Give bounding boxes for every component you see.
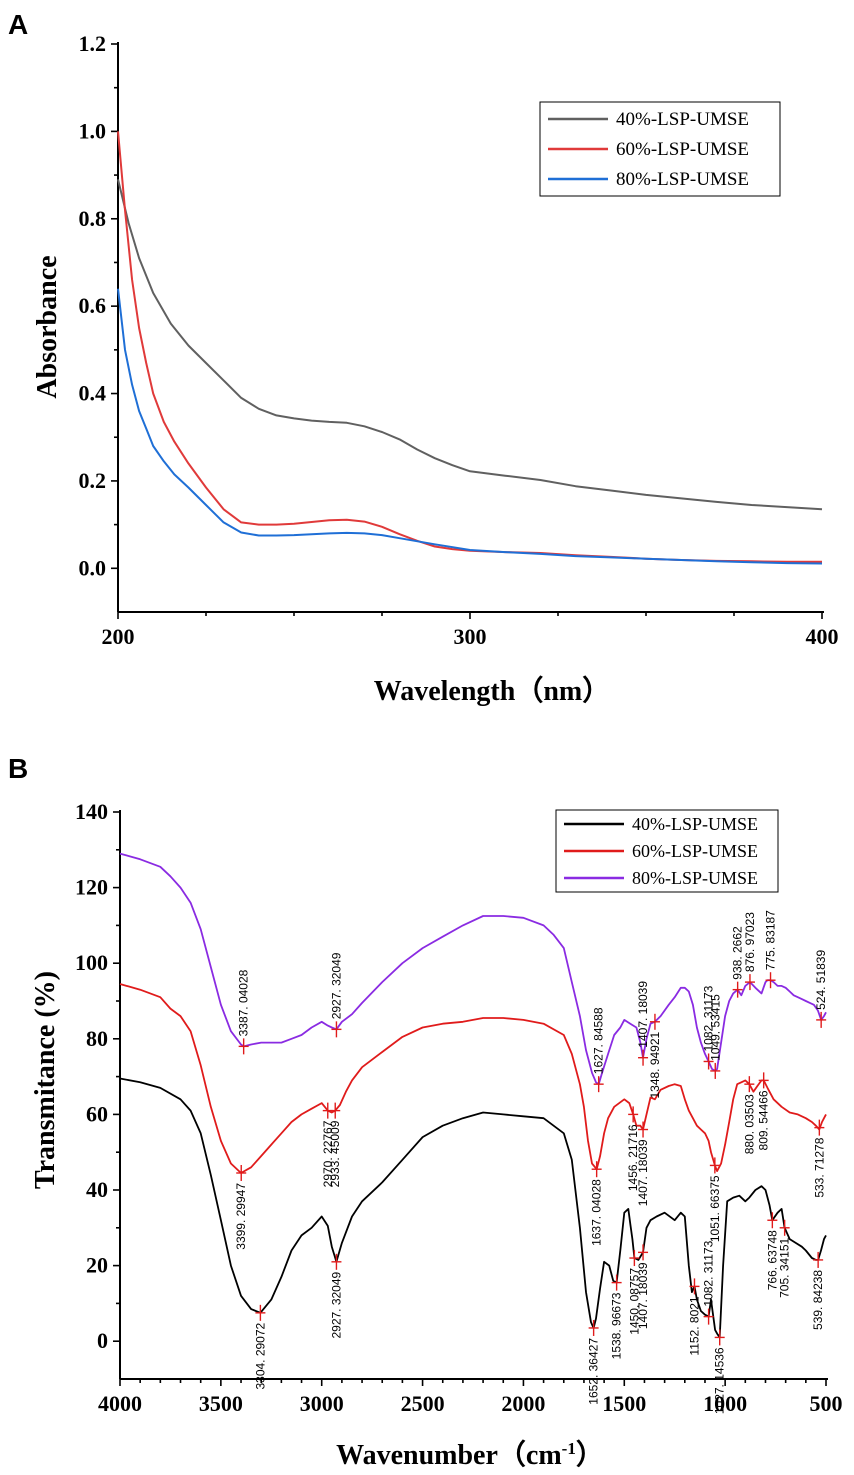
panel-a-y-tick-label: 0.8 — [79, 206, 107, 231]
panel-b-x-tick-label: 4000 — [98, 1391, 142, 1416]
panel-b-y-tick-label: 100 — [75, 950, 108, 975]
panel-b-legend-label: 80%-LSP-UMSE — [632, 868, 758, 888]
panel-a-legend-label: 60%-LSP-UMSE — [616, 139, 749, 160]
peak-label: 3304. 29072 — [253, 1322, 267, 1389]
panel-b-y-tick-label: 40 — [86, 1177, 108, 1202]
peak-label: 766. 63748 — [765, 1230, 779, 1290]
peak-label: 775. 83187 — [764, 910, 778, 970]
panel-a-y-tick-label: 0.6 — [79, 293, 107, 318]
panel-b-x-tick-label: 500 — [810, 1391, 843, 1416]
panel-b-letter: B — [8, 753, 28, 784]
panel-b-ftir-chart: B 0 20 40 60 80 100 120 140 4000 3500 3000 2500 2000… — [8, 753, 843, 1471]
panel-a-letter: A — [8, 9, 28, 40]
panel-b-legend-label: 40%-LSP-UMSE — [632, 814, 758, 834]
panel-a-y-axis-title: Absorbance — [32, 255, 63, 398]
peak-label: 1152. 8021 — [688, 1296, 702, 1355]
panel-b-y-tick-label: 140 — [75, 799, 108, 824]
panel-b-y-tick-label: 0 — [97, 1328, 108, 1353]
panel-b-x-axis-title-main: Wavenumber（cm — [336, 1438, 562, 1471]
peak-label: 938. 2662 — [731, 926, 745, 980]
panel-b-legend: 40%-LSP-UMSE 60%-LSP-UMSE 80%-LSP-UMSE — [555, 809, 779, 893]
peak-label: 2927. 32049 — [329, 952, 343, 1019]
peak-label: 876. 97023 — [743, 912, 757, 972]
panel-b-series-line-60pct-lsp-umse — [119, 983, 827, 1174]
panel-a-axes: 0.0 0.2 0.4 0.6 0.8 1.0 1.2 200 300 400 — [79, 31, 839, 649]
peak-label: 2970. 22767 — [321, 1120, 335, 1187]
panel-a-y-tick-label: 0.4 — [79, 381, 107, 406]
peak-label: 1450. 08757 — [627, 1268, 641, 1335]
panel-b-legend-label: 60%-LSP-UMSE — [632, 841, 758, 861]
panel-a-y-tick-label: 0.2 — [79, 468, 107, 493]
peak-label: 1456. 21716 — [626, 1124, 640, 1191]
panel-b-y-tick-label: 20 — [86, 1253, 108, 1278]
panel-b-x-tick-label: 2000 — [501, 1391, 545, 1416]
panel-b-y-tick-label: 60 — [86, 1101, 108, 1126]
panel-b-y-tick-label: 120 — [75, 875, 108, 900]
peak-label: 1082. 31173 — [702, 1240, 716, 1306]
peak-label: 1051. 66375 — [708, 1175, 722, 1242]
panel-a-series-line-80pct-lsp-umse — [117, 288, 823, 565]
panel-a-legend-label: 40%-LSP-UMSE — [616, 109, 749, 130]
panel-b-axes: 0 20 40 60 80 100 120 140 4000 3500 3000 2500 2000 15… — [75, 799, 843, 1416]
panel-a-y-tick-label: 1.2 — [79, 31, 107, 56]
peak-label: 1049. 53415 — [708, 994, 722, 1061]
panel-b-series — [119, 852, 827, 1339]
peak-label: 809. 54466 — [757, 1090, 771, 1150]
panel-b-x-axis-title-close: ） — [576, 1438, 604, 1471]
panel-a-legend: 40%-LSP-UMSE 60%-LSP-UMSE 80%-LSP-UMSE — [539, 101, 781, 197]
panel-a-legend-label: 80%-LSP-UMSE — [616, 169, 749, 190]
panel-b-x-tick-label: 1000 — [703, 1391, 747, 1416]
peak-label: 3387. 04028 — [237, 969, 251, 1036]
peak-label: 524. 51839 — [814, 950, 828, 1010]
peak-label: 1637. 04028 — [590, 1179, 604, 1246]
peak-label: 705. 34151 — [778, 1237, 792, 1297]
peak-label: 539. 84238 — [811, 1270, 825, 1330]
panel-a-x-tick-label: 400 — [806, 624, 839, 649]
panel-b-peak-annotations: 3387. 04028 2927. 32049 1627. 84588 1407. 1… — [234, 910, 828, 1414]
peak-label: 533. 71278 — [812, 1137, 826, 1197]
panel-a-x-axis-title: Wavelength（nm） — [374, 674, 610, 707]
panel-b-y-tick-label: 80 — [86, 1026, 108, 1051]
peak-label: 1652. 36427 — [587, 1338, 601, 1405]
panel-a-series-line-40pct-lsp-umse — [117, 179, 823, 511]
panel-a-series — [117, 131, 823, 565]
panel-a-y-tick-label: 1.0 — [79, 118, 107, 143]
peak-label: 1348. 94921 — [648, 1031, 662, 1098]
peak-label: 1407. 18039 — [636, 1262, 650, 1329]
panel-a-y-tick-label: 0.0 — [79, 555, 107, 580]
panel-b-x-tick-label: 3000 — [300, 1391, 344, 1416]
panel-b-x-axis-title-superscript: -1 — [562, 1439, 576, 1458]
panel-b-series-line-40pct-lsp-umse — [119, 1077, 827, 1339]
panel-b-x-tick-label: 3500 — [199, 1391, 243, 1416]
peak-label: 880. 03503 — [742, 1094, 756, 1154]
panel-b-x-tick-label: 2500 — [401, 1391, 445, 1416]
peak-label: 1027. 14536 — [713, 1347, 727, 1414]
peak-label: 2927. 32049 — [329, 1271, 343, 1338]
peak-label: 1407. 18039 — [636, 981, 650, 1048]
peak-label: 1538. 96673 — [610, 1292, 624, 1359]
peak-label: 1407. 18039 — [636, 1139, 650, 1206]
panel-a-x-tick-label: 300 — [454, 624, 487, 649]
panel-b-x-tick-label: 1500 — [602, 1391, 646, 1416]
peak-label: 3399. 29947 — [234, 1183, 248, 1250]
peak-label: 1627. 84588 — [592, 1007, 606, 1074]
panel-a-absorbance-chart: A 0.0 0.2 0.4 0.6 0.8 1.0 1.2 200 300 400 40%-LSP… — [8, 9, 839, 707]
panel-b-x-axis-title: Wavenumber（cm-1） — [336, 1438, 604, 1471]
panel-b-y-axis-title: Transmitance (%) — [30, 971, 61, 1189]
panel-a-x-tick-label: 200 — [102, 624, 135, 649]
peak-label: 2933. 45009 — [328, 1120, 342, 1187]
peak-label: 1082. 31173 — [702, 985, 716, 1051]
